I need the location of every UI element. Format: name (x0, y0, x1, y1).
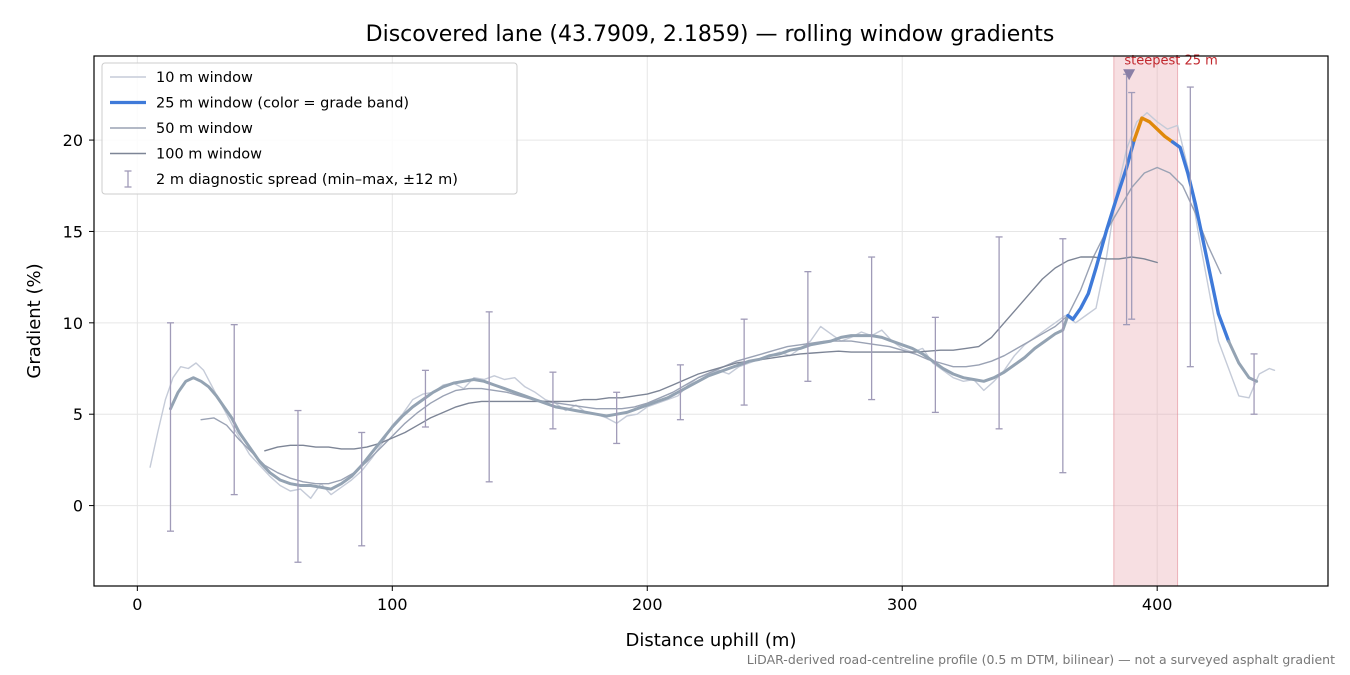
x-tick-label: 100 (377, 595, 408, 614)
series-line-4 (264, 256, 1158, 452)
spread-bar (868, 256, 876, 401)
series-group (149, 111, 1276, 499)
spread-bar (676, 364, 684, 421)
y-tick-label: 10 (63, 314, 83, 333)
spread-bar (740, 318, 748, 406)
spread-bar (485, 311, 493, 483)
series-25m-segment-1 (169, 314, 1070, 491)
plot-frame (93, 55, 1329, 587)
steepest-band-rect (1113, 55, 1179, 587)
legend-label-4: 100 m window (156, 147, 262, 163)
steepest-annotation: steepest 25 m (1123, 53, 1218, 81)
y-tick-label: 0 (73, 497, 83, 516)
x-tick-label: 200 (632, 595, 663, 614)
steepest-marker-icon (1123, 69, 1136, 81)
spread-bar (166, 322, 174, 532)
series-25m-segment-3 (1132, 116, 1175, 144)
spread-bars (166, 73, 1258, 563)
spread-bar (1250, 353, 1258, 415)
spread-bar (294, 409, 302, 563)
chart-title: Discovered lane (43.7909, 2.1859) — roll… (366, 22, 1055, 47)
spread-bar (613, 391, 621, 445)
legend-label-3: 50 m window (156, 121, 253, 137)
series-25m-segment-2 (1066, 138, 1136, 321)
axis-ticks: 0 100 200 300 400 0 5 10 15 20 (63, 131, 1173, 614)
spread-bar (1059, 238, 1067, 474)
legend: 10 m window 25 m window (color = grade ba… (101, 62, 518, 195)
spread-bar (549, 371, 557, 430)
x-axis-label: Distance uphill (m) (626, 630, 797, 651)
grid-lines (94, 56, 1328, 586)
x-tick-label: 400 (1142, 595, 1173, 614)
x-tick-label: 300 (887, 595, 918, 614)
spread-bar (804, 271, 812, 382)
y-tick-label: 15 (63, 222, 83, 241)
legend-label-1: 10 m window (156, 70, 253, 86)
steepest-band (1113, 55, 1179, 587)
legend-label-2: 25 m window (color = grade band) (156, 96, 409, 112)
series-line-3 (200, 166, 1222, 485)
legend-box (101, 62, 518, 195)
steepest-label: steepest 25 m (1124, 53, 1217, 68)
x-tick-label: 0 (132, 595, 142, 614)
y-tick-label: 5 (73, 405, 83, 424)
spread-bar (358, 431, 366, 547)
y-axis-label: Gradient (%) (24, 263, 45, 378)
y-tick-label: 20 (63, 131, 83, 150)
spread-bar (931, 316, 939, 414)
spread-bar (1128, 91, 1136, 320)
legend-label-5: 2 m diagnostic spread (min–max, ±12 m) (156, 172, 458, 188)
series-25m-segment-4 (1170, 140, 1231, 343)
spread-bar (230, 324, 238, 496)
series-25m-segment-5 (1227, 339, 1259, 383)
spread-bar (995, 236, 1003, 430)
spread-bar (1186, 86, 1194, 368)
spread-bar (421, 369, 429, 428)
footnote: LiDAR-derived road-centreline profile (0… (747, 652, 1335, 667)
